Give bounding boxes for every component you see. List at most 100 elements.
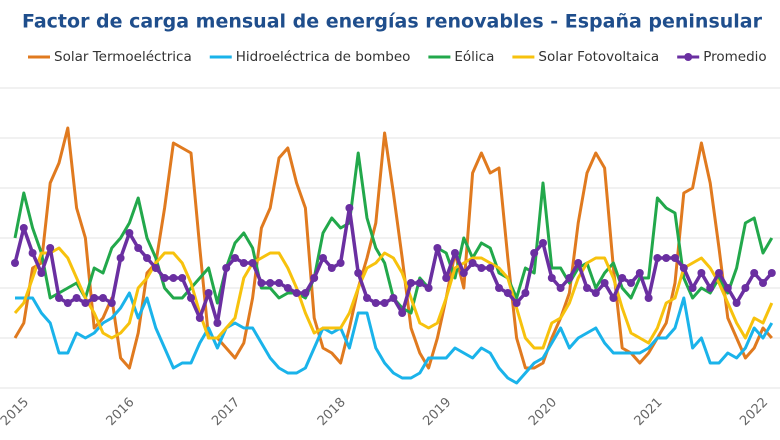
x-tick-label: 2017 [209, 395, 243, 429]
data-point [327, 264, 336, 272]
data-point [116, 254, 125, 262]
data-point [292, 289, 301, 297]
data-point [28, 249, 37, 257]
data-point [565, 274, 574, 282]
data-point [81, 299, 90, 307]
data-point [257, 279, 266, 287]
x-tick-label: 2016 [104, 395, 138, 429]
data-point [134, 244, 143, 252]
data-point [539, 239, 547, 247]
legend-label: Solar Fotovoltaica [538, 49, 659, 65]
data-point [248, 259, 257, 267]
data-point [90, 294, 99, 302]
data-point [407, 279, 415, 287]
data-point [222, 264, 231, 272]
data-point [363, 294, 371, 302]
data-point [644, 294, 653, 302]
data-point [556, 284, 565, 292]
series-line [15, 291, 774, 385]
data-point [591, 289, 600, 297]
data-point [354, 269, 363, 277]
series-line [13, 126, 773, 370]
data-point [160, 274, 169, 282]
data-point [759, 279, 767, 287]
data-point [55, 294, 63, 302]
data-point [345, 204, 354, 212]
data-point [283, 284, 292, 292]
data-point [495, 284, 503, 292]
data-point [398, 309, 407, 317]
data-point [732, 299, 741, 307]
data-point [107, 299, 116, 307]
data-point [442, 274, 451, 282]
data-point [521, 289, 530, 297]
data-point [187, 294, 195, 302]
data-point [468, 259, 477, 267]
x-tick-label: 2022 [737, 395, 771, 429]
data-point [195, 314, 204, 322]
data-point [415, 279, 424, 287]
data-point [424, 284, 433, 292]
data-point [503, 289, 512, 297]
data-point [715, 269, 723, 277]
data-point [600, 279, 609, 287]
data-point [635, 269, 644, 277]
data-point [231, 254, 239, 262]
data-point [459, 269, 468, 277]
chart-title: Factor de carga mensual de energías reno… [22, 11, 763, 33]
data-point [46, 244, 55, 252]
data-point [486, 264, 495, 272]
data-point [239, 259, 248, 267]
data-point [275, 279, 283, 287]
data-point [213, 319, 222, 327]
data-point [169, 274, 178, 282]
data-point [627, 279, 635, 287]
data-point [204, 289, 213, 297]
data-point [125, 229, 134, 237]
x-tick-label: 2020 [526, 395, 560, 429]
data-point [609, 294, 618, 302]
legend-label: Hidroeléctrica de bombeo [236, 49, 411, 65]
data-point [433, 244, 442, 252]
legend-marker [684, 53, 693, 61]
x-tick-label: 2021 [632, 395, 666, 429]
data-point [389, 294, 398, 302]
data-point [380, 299, 389, 307]
x-tick-label: 2019 [420, 395, 454, 429]
data-point [512, 299, 521, 307]
data-point [451, 249, 459, 257]
data-point [11, 259, 19, 267]
data-point [697, 269, 706, 277]
data-point [662, 254, 671, 262]
data-point [653, 254, 662, 262]
data-point [723, 284, 732, 292]
data-point [688, 284, 697, 292]
data-point [178, 274, 187, 282]
data-point [530, 249, 539, 257]
x-tick-label: 2015 [0, 395, 32, 429]
legend-label: Eólica [454, 49, 494, 65]
data-point [301, 289, 310, 297]
data-point [671, 254, 679, 262]
series-line [13, 246, 774, 350]
data-point [574, 259, 583, 267]
data-point [266, 279, 275, 287]
data-point [336, 259, 345, 267]
data-point [371, 299, 380, 307]
data-point [618, 274, 627, 282]
x-tick-label: 2018 [315, 395, 349, 429]
legend-label: Solar Termoeléctrica [54, 49, 192, 65]
data-point [319, 254, 327, 262]
data-point [706, 284, 715, 292]
data-point [583, 284, 591, 292]
data-point [547, 274, 556, 282]
data-point [750, 269, 759, 277]
data-point [63, 299, 72, 307]
data-point [741, 284, 750, 292]
data-point [310, 274, 319, 282]
data-point [151, 264, 160, 272]
legend-label: Promedio [703, 49, 766, 65]
data-point [37, 269, 46, 277]
data-point [767, 269, 776, 277]
